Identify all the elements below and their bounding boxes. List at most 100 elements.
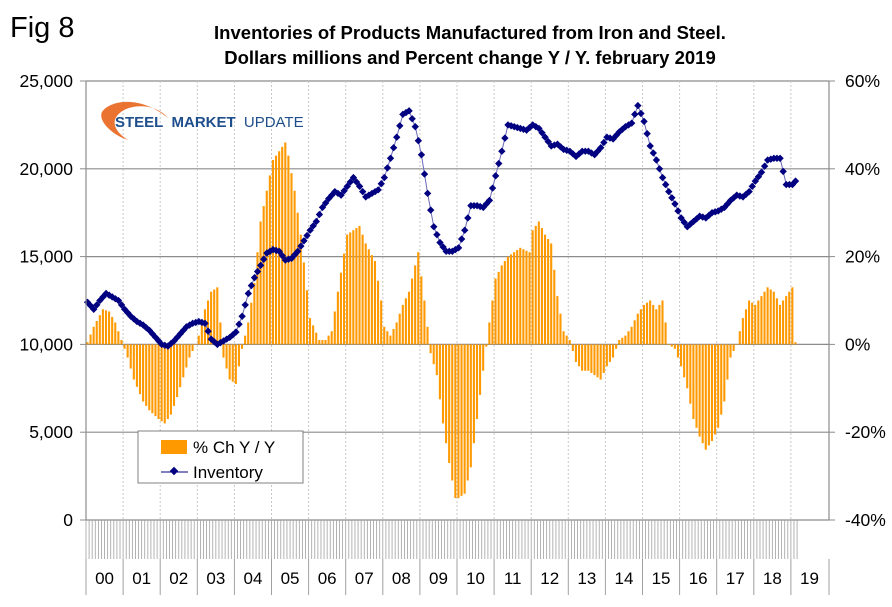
bar-pct-change xyxy=(383,326,386,345)
inventory-marker xyxy=(417,151,426,159)
bar-pct-change xyxy=(166,344,169,420)
bar-pct-change xyxy=(475,344,479,420)
bar-pct-change xyxy=(590,344,593,373)
inventory-marker xyxy=(662,180,670,189)
bar-pct-change xyxy=(519,247,522,345)
svg-text:STEEL MARKET UPDAT: STEEL MARKET UPDATE xyxy=(115,114,304,131)
bar-pct-change xyxy=(698,344,701,437)
inventory-marker xyxy=(352,178,361,186)
left-axis-tick-label: 5,000 xyxy=(29,422,73,442)
bar-pct-change xyxy=(769,289,772,345)
bar-pct-change xyxy=(642,304,645,345)
bar-pct-change xyxy=(463,344,466,494)
left-axis-tick-label: 10,000 xyxy=(19,334,73,354)
inventory-marker xyxy=(640,117,648,126)
inventory-marker xyxy=(386,154,395,162)
inventory-marker xyxy=(748,182,756,191)
inventory-marker xyxy=(393,133,401,141)
bar-pct-change xyxy=(537,221,540,345)
bar-pct-change xyxy=(772,291,775,345)
bar-pct-change xyxy=(599,344,602,380)
inventory-marker xyxy=(745,187,753,196)
bar-pct-change xyxy=(398,313,401,345)
inventory-marker xyxy=(257,261,265,270)
bar-pct-change xyxy=(284,142,287,345)
bar-pct-change xyxy=(95,320,98,345)
bar-pct-change xyxy=(766,287,769,345)
bar-pct-change xyxy=(182,344,185,378)
bar-pct-change xyxy=(135,344,138,387)
bar-pct-change xyxy=(370,255,373,345)
bar-pct-change xyxy=(785,296,788,345)
bar-pct-change xyxy=(528,252,531,345)
bar-pct-change xyxy=(732,344,735,351)
inventory-marker xyxy=(377,180,385,188)
inventory-marker xyxy=(411,122,419,131)
bar-pct-change xyxy=(472,344,475,444)
bar-pct-change xyxy=(244,335,247,345)
bar-pct-change xyxy=(312,325,315,345)
inventory-marker xyxy=(232,328,240,336)
inventory-marker xyxy=(117,301,126,309)
bar-pct-change xyxy=(525,250,528,345)
bar-pct-change xyxy=(179,344,182,388)
bar-pct-change xyxy=(380,300,383,345)
bar-pct-change xyxy=(324,340,327,345)
bar-pct-change xyxy=(720,344,723,415)
right-axis-tick-label: -40% xyxy=(845,510,886,530)
x-axis-year-label: 10 xyxy=(466,569,485,588)
bar-pct-change xyxy=(636,313,639,345)
bar-pct-change xyxy=(621,337,624,345)
bar-pct-change xyxy=(627,331,630,345)
inventory-marker xyxy=(498,147,506,155)
x-axis: 00 01 02 03 04 05 06 07 08 09 10 11 12 13 14 15 16 17 18 19 xyxy=(85,520,830,595)
bar-pct-change xyxy=(432,344,435,365)
bar-pct-change xyxy=(778,304,782,345)
bar-pct-change xyxy=(315,332,318,345)
bar-pct-change xyxy=(497,271,500,345)
bar-pct-change xyxy=(531,230,534,345)
bar-pct-change xyxy=(111,316,114,345)
bar-pct-change xyxy=(482,344,485,371)
bar-pct-change xyxy=(417,252,420,345)
bar-pct-change xyxy=(194,344,197,345)
inventory-marker xyxy=(235,320,243,328)
inventory-marker xyxy=(491,172,500,180)
bar-pct-change xyxy=(250,302,253,345)
bar-pct-change xyxy=(132,344,135,380)
bar-pct-change xyxy=(420,276,423,345)
bar-pct-change xyxy=(176,344,179,398)
bar-pct-change xyxy=(92,326,95,345)
inventory-marker xyxy=(346,178,355,186)
inventory-marker xyxy=(303,231,311,240)
bar-pct-change xyxy=(114,322,117,345)
bar-pct-change xyxy=(206,300,210,345)
bar-pct-change xyxy=(469,344,472,468)
bar-pct-change xyxy=(741,318,744,345)
x-axis-year-label: 12 xyxy=(540,569,559,588)
x-axis-year-label: 04 xyxy=(243,569,262,588)
x-axis-year-label: 00 xyxy=(95,569,114,588)
logo-word-market: MARKET xyxy=(172,114,236,131)
x-axis-year-label: 14 xyxy=(614,569,633,588)
bar-pct-change xyxy=(296,212,299,345)
bar-pct-change xyxy=(377,280,380,345)
axes: 0 5,000 10,000 15,000 20,000 25,000 -40% -20% 0%… xyxy=(19,71,885,530)
line-series-inventory xyxy=(83,101,800,350)
bar-pct-change xyxy=(491,300,494,345)
x-axis-year-label: 03 xyxy=(206,569,225,588)
bar-pct-change xyxy=(479,344,482,395)
right-axis-tick-label: 0% xyxy=(845,334,870,354)
bar-pct-change xyxy=(120,340,123,345)
bar-pct-change xyxy=(188,344,191,358)
bar-pct-change xyxy=(309,318,312,345)
bar-pct-change xyxy=(349,232,352,345)
inventory-marker xyxy=(535,124,543,133)
left-axis-tick-label: 25,000 xyxy=(19,71,73,91)
bar-pct-change xyxy=(445,344,448,444)
bar-pct-change xyxy=(401,304,404,345)
bar-pct-change xyxy=(571,344,574,351)
inventory-marker xyxy=(538,129,546,137)
bar-pct-change xyxy=(352,230,355,345)
bar-pct-change xyxy=(392,329,395,345)
